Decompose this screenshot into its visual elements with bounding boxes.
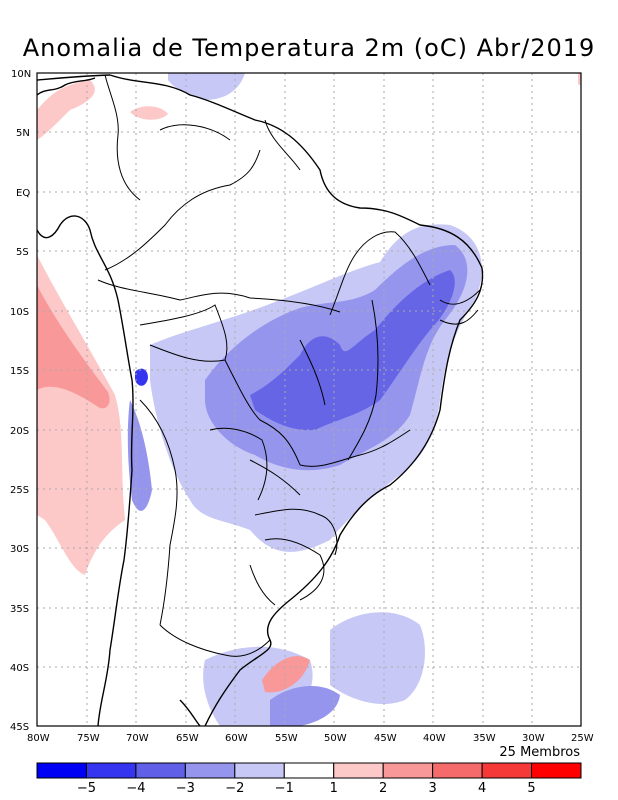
colorbar-swatch <box>85 762 137 779</box>
lat-label: 10N <box>11 69 31 80</box>
lon-label: 70W <box>126 733 149 744</box>
colorbar-label: −5 <box>77 781 96 796</box>
lat-label: 35S <box>10 604 29 615</box>
brazil-cool-anomaly-strong <box>250 270 455 431</box>
lat-label: 10S <box>10 307 29 318</box>
colorbar-swatch <box>432 762 483 779</box>
caribbean-warm-patch <box>130 106 168 120</box>
lon-label: 65W <box>176 733 199 744</box>
latitude-labels: 10N 5N EQ 5S 10S 15S 20S 25S 30S 35S 40S… <box>10 69 31 733</box>
colorbar-swatch <box>531 762 582 779</box>
colorbar-swatch <box>333 762 384 779</box>
colorbar-swatch <box>135 762 186 779</box>
political-borders <box>97 74 481 657</box>
colorbar-label: 3 <box>428 781 436 796</box>
lat-label: 25S <box>10 485 29 496</box>
colorbar-swatch <box>382 762 434 779</box>
map-title: Anomalia de Temperatura 2m (oC) Abr/2019 <box>22 34 596 62</box>
lat-label: 5N <box>16 128 30 139</box>
lon-label: 80W <box>27 733 50 744</box>
colorbar-label: −2 <box>225 781 244 796</box>
lat-label: 20S <box>10 426 29 437</box>
lat-label: 45S <box>10 722 29 733</box>
lat-label: EQ <box>16 188 30 199</box>
pacific-warm-anomaly-strong <box>37 285 110 409</box>
longitude-labels: 80W 75W 70W 65W 60W 55W 50W 45W 40W 35W … <box>27 733 594 744</box>
andes-cool-spot <box>135 368 148 386</box>
lon-label: 35W <box>473 733 496 744</box>
colorbar-label: 5 <box>527 781 535 796</box>
lon-label: 50W <box>324 733 347 744</box>
members-note: 25 Membros <box>499 745 580 760</box>
pacific-warm-anomaly-light <box>37 255 125 575</box>
colorbar-label: −4 <box>126 781 145 796</box>
colorbar-swatch <box>481 762 533 779</box>
north-cool-patch <box>168 73 245 100</box>
south-america-coastline <box>37 74 484 726</box>
colorbar: −5 −4 −3 −2 −1 1 2 3 4 5 <box>36 762 582 796</box>
patagonia-cool-anomaly-mid <box>270 685 340 726</box>
colorbar-label: 4 <box>478 781 486 796</box>
north-warm-patch <box>37 80 95 140</box>
colorbar-label: 1 <box>330 781 338 796</box>
colorbar-label: 2 <box>379 781 387 796</box>
coastlines <box>37 74 484 726</box>
ne-warm-patch <box>578 73 581 86</box>
lat-label: 15S <box>10 366 29 377</box>
lon-label: 30W <box>522 733 545 744</box>
isla-grande-coast <box>179 699 201 726</box>
lon-label: 45W <box>374 733 397 744</box>
lon-label: 60W <box>225 733 248 744</box>
lon-label: 25W <box>571 733 594 744</box>
lat-label: 40S <box>10 663 29 674</box>
colorbar-swatch <box>283 762 335 779</box>
colorbar-swatch <box>184 762 236 779</box>
lat-label: 30S <box>10 544 29 555</box>
caribbean-coast <box>37 77 96 96</box>
colorbar-swatch <box>234 762 285 779</box>
south-warm-spot <box>262 656 310 693</box>
south-atlantic-cool-anomaly <box>330 612 425 705</box>
andes-cool-strip <box>127 400 152 511</box>
colorbar-swatch <box>36 762 87 779</box>
lon-label: 40W <box>423 733 446 744</box>
colorbar-label: −3 <box>176 781 195 796</box>
colorbar-label: −1 <box>275 781 294 796</box>
lon-label: 75W <box>77 733 100 744</box>
lat-label: 5S <box>16 247 29 258</box>
map-frame <box>36 72 582 727</box>
lon-label: 55W <box>275 733 298 744</box>
